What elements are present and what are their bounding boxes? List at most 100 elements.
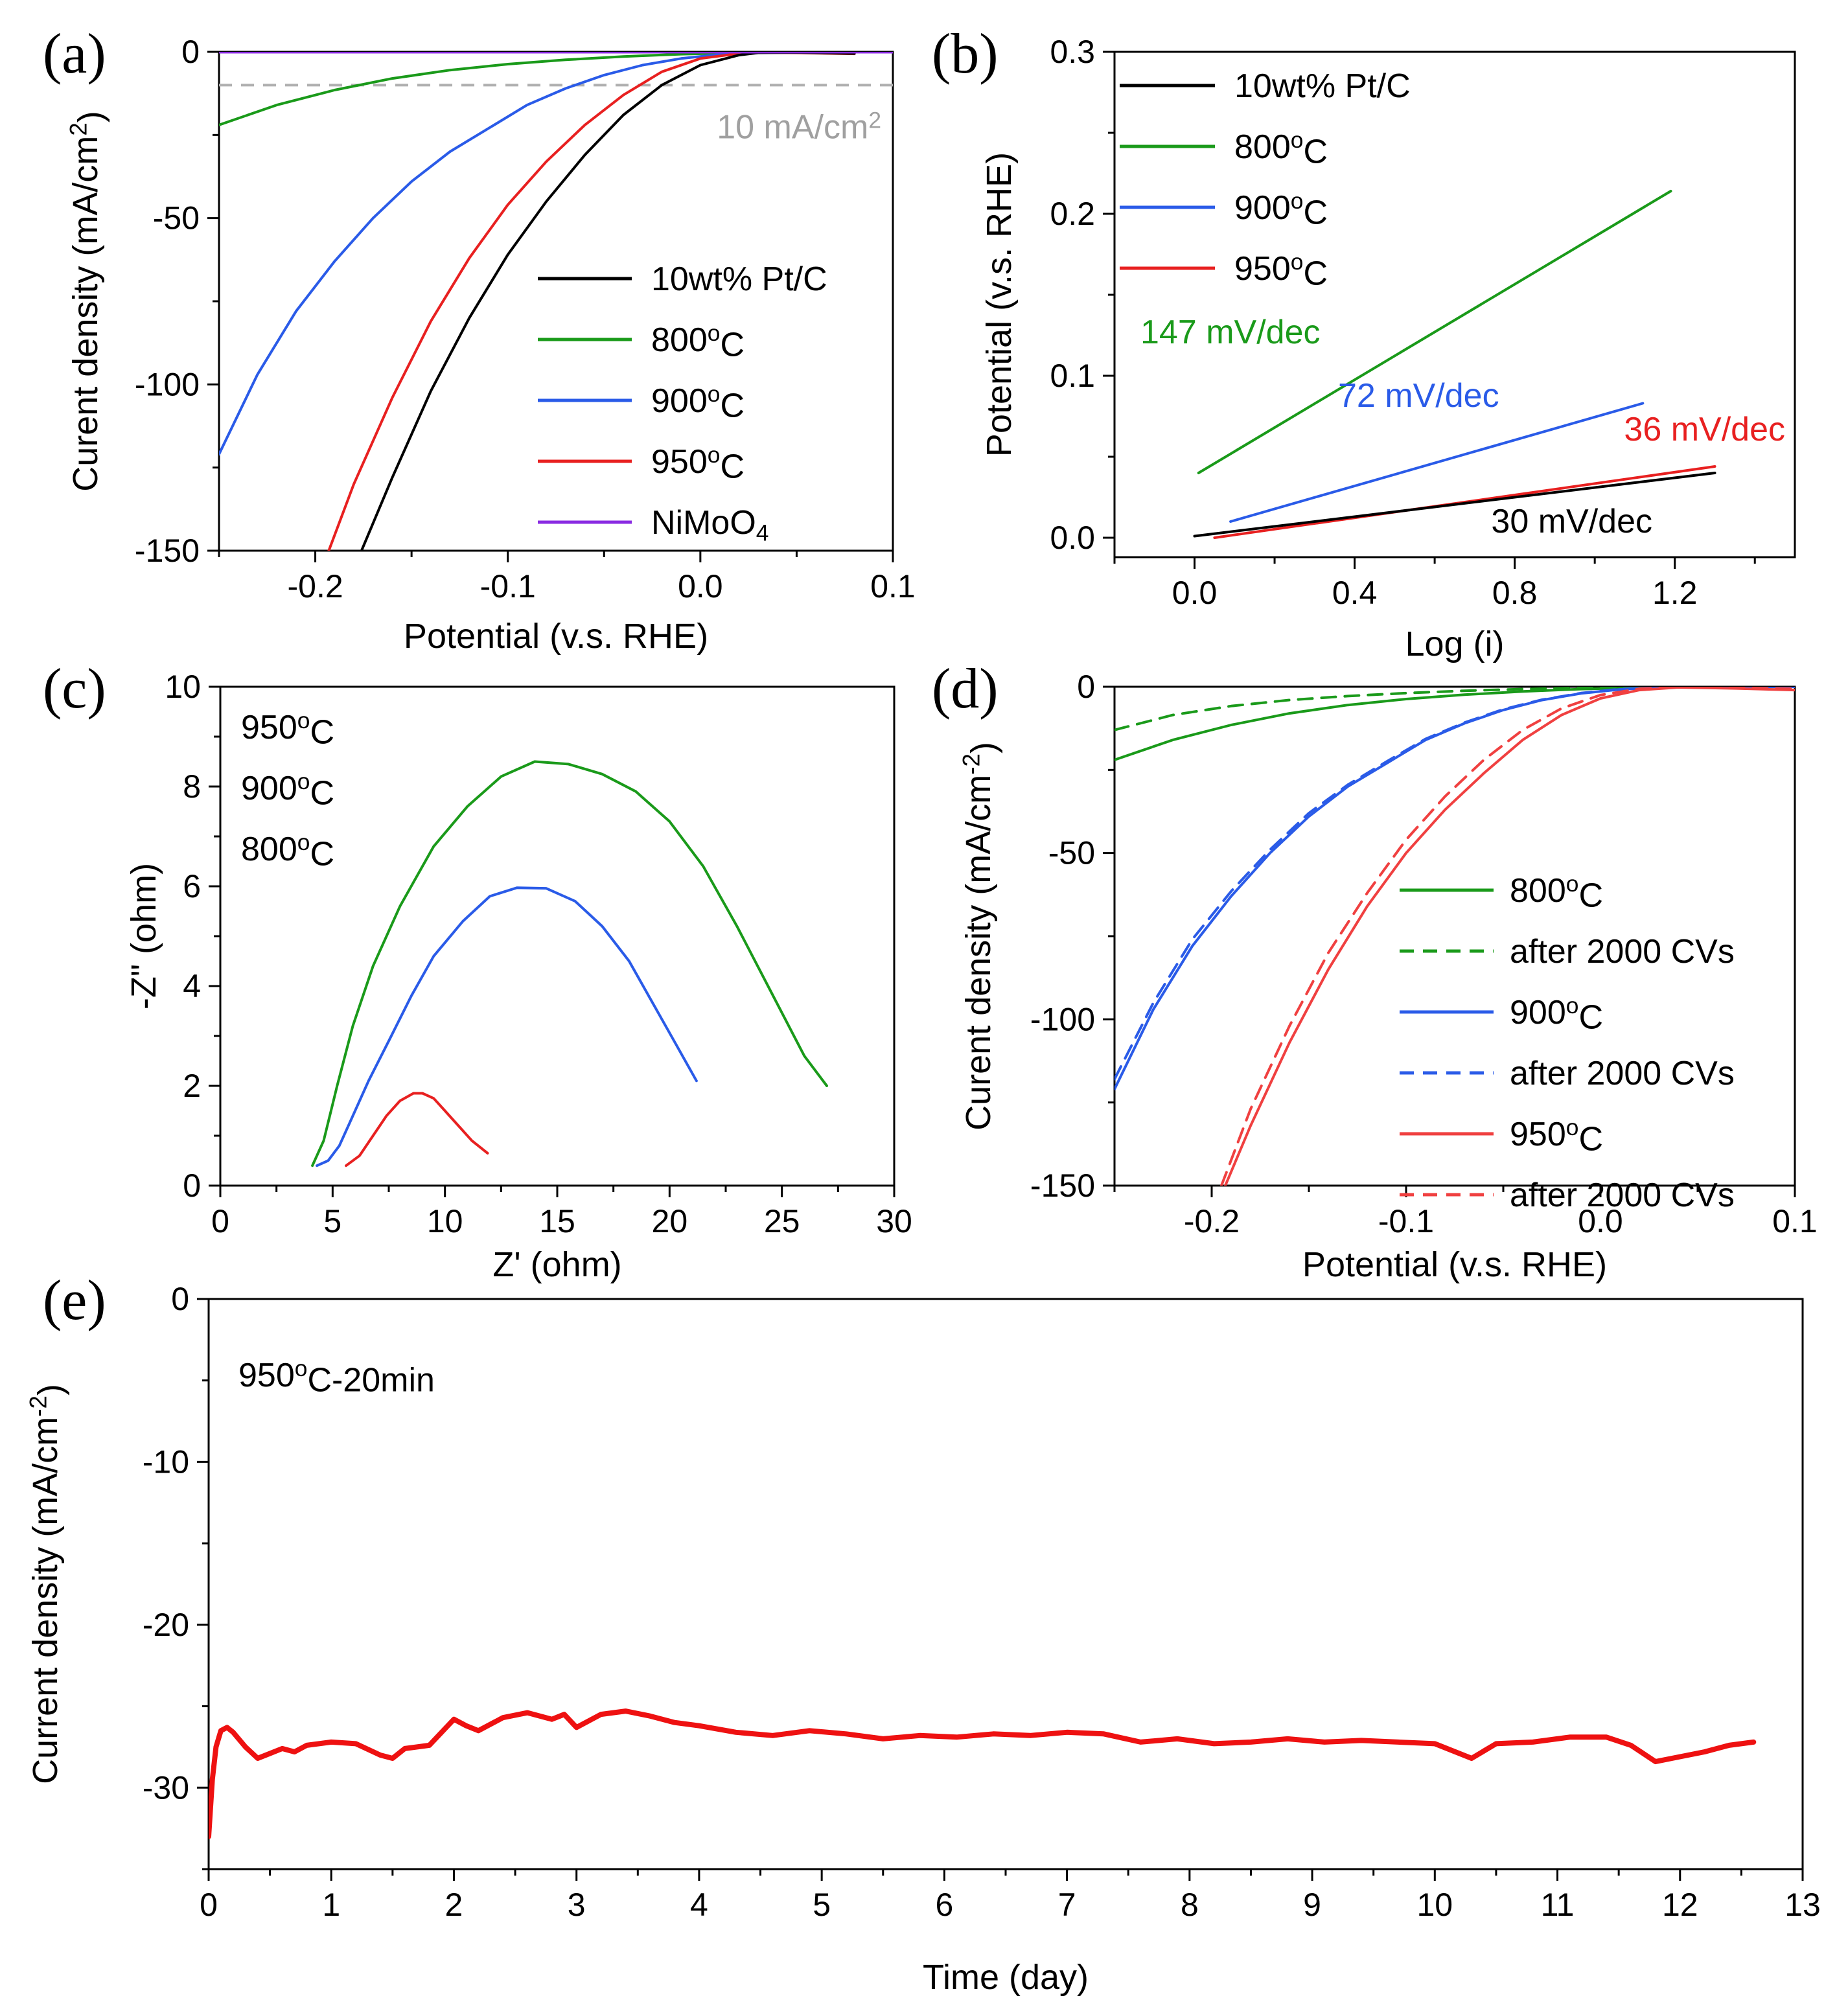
y-axis-label: Current density (mA/cm-2) xyxy=(25,1384,69,1784)
x-tick-label: 0 xyxy=(200,1887,218,1923)
x-axis-label: Time (day) xyxy=(923,1958,1089,1997)
x-tick-label: 0 xyxy=(211,1203,229,1239)
series-line-1 xyxy=(1115,687,1795,731)
y-tick-label: -100 xyxy=(135,366,200,402)
plot-frame xyxy=(207,1298,1804,1870)
y-tick-label: 8 xyxy=(183,768,201,805)
x-tick-label: -0.1 xyxy=(1378,1203,1434,1239)
x-tick-label: 10 xyxy=(427,1203,463,1239)
panel-label: (a) xyxy=(43,23,106,86)
legend-label: 10wt% Pt/C xyxy=(1234,67,1411,105)
x-tick-label: 4 xyxy=(690,1887,708,1923)
x-tick-label: 1.2 xyxy=(1652,575,1698,611)
x-tick-label: -0.2 xyxy=(287,568,343,604)
series-line-2 xyxy=(1229,402,1645,523)
x-tick-label: 0.0 xyxy=(1172,575,1218,611)
y-tick-label: 6 xyxy=(183,868,201,904)
slope-annotation: 36 mV/dec xyxy=(1624,411,1785,448)
plot-frame xyxy=(1113,51,1796,558)
series-line-1 xyxy=(1197,190,1672,474)
legend-label: 950oC xyxy=(651,442,745,485)
panel-label: (d) xyxy=(932,658,999,720)
x-tick-label: 30 xyxy=(876,1203,912,1239)
legend-label: 900oC xyxy=(651,382,745,424)
x-tick-label: 5 xyxy=(323,1203,341,1239)
series-line-5 xyxy=(1220,687,1795,1186)
x-tick-label: 0.1 xyxy=(870,568,916,604)
y-tick-label: 0 xyxy=(183,1167,201,1204)
slope-annotation: 147 mV/dec xyxy=(1140,314,1321,351)
x-tick-label: 15 xyxy=(539,1203,575,1239)
panel-title: 950oC-20min xyxy=(238,1356,435,1399)
panel-b: 0.0 0.4 0.8 1.2 0.0 0.1 0.2 0.3 Log (i) Potential… xyxy=(932,23,1796,663)
y-tick-label: -50 xyxy=(1048,835,1095,871)
x-tick-label: 13 xyxy=(1784,1887,1821,1923)
y-tick-label: 2 xyxy=(183,1068,201,1104)
x-axis-label: Log (i) xyxy=(1405,625,1504,663)
panel-d: -0.2 -0.1 0.0 0.1 0 -50 -100 -150 Potential (v.s… xyxy=(932,658,1818,1284)
x-tick-label: 25 xyxy=(764,1203,800,1239)
y-tick-label: -100 xyxy=(1030,1001,1095,1037)
series-line-0 xyxy=(345,1092,489,1167)
slope-annotation: 72 mV/dec xyxy=(1338,377,1499,415)
y-tick-label: -10 xyxy=(143,1443,189,1480)
y-tick-label: -150 xyxy=(1030,1167,1095,1204)
series-line-0 xyxy=(1115,687,1795,761)
x-tick-label: 5 xyxy=(813,1887,831,1923)
y-tick-label: 10 xyxy=(165,669,201,705)
y-tick-label: 0.3 xyxy=(1050,34,1095,70)
x-tick-label: 0.4 xyxy=(1332,575,1378,611)
legend-label: 900oC xyxy=(1510,993,1603,1036)
legend-label: after 2000 CVs xyxy=(1510,1055,1735,1092)
y-tick-label: 4 xyxy=(183,968,201,1004)
series-line-2 xyxy=(311,760,828,1167)
legend-label: 800oC xyxy=(1234,128,1328,170)
panel-a: -0.2 -0.1 0.0 0.1 0 -50 -100 -150 Potential (v.s… xyxy=(43,23,916,656)
y-tick-label: 0.2 xyxy=(1050,196,1095,232)
series-line-2 xyxy=(1115,687,1795,1091)
x-tick-label: 12 xyxy=(1662,1887,1698,1923)
panel-label: (b) xyxy=(932,23,999,86)
y-axis-label: Curent density (mA/cm2) xyxy=(65,111,110,492)
series-line-0 xyxy=(1193,472,1716,538)
x-tick-label: 20 xyxy=(652,1203,688,1239)
legend-label: 800oC xyxy=(1510,871,1603,914)
y-tick-label: 0.0 xyxy=(1050,520,1095,556)
x-tick-label: 1 xyxy=(322,1887,340,1923)
x-tick-label: 10 xyxy=(1416,1887,1453,1923)
x-tick-label: -0.2 xyxy=(1184,1203,1240,1239)
y-tick-label: -20 xyxy=(143,1607,189,1643)
y-axis-label: Potential (v.s. RHE) xyxy=(980,152,1019,457)
plot-frame xyxy=(219,685,895,1187)
legend-label: after 2000 CVs xyxy=(1510,933,1735,971)
panel-label: (c) xyxy=(43,658,106,720)
y-axis-label: -Z" (ohm) xyxy=(124,863,163,1009)
x-tick-label: 11 xyxy=(1541,1887,1575,1923)
x-tick-label: 0.8 xyxy=(1492,575,1538,611)
legend-label: 950oC xyxy=(241,708,334,751)
legend-label: 900oC xyxy=(1234,189,1328,231)
y-tick-label: 0 xyxy=(1077,669,1095,705)
y-tick-label: 0.1 xyxy=(1050,358,1095,394)
x-tick-label: 3 xyxy=(568,1887,586,1923)
legend-label: 900oC xyxy=(241,769,334,812)
series-line-3 xyxy=(1115,687,1795,1081)
y-tick-label: -30 xyxy=(143,1769,189,1806)
panel-c: 0 5 10 15 20 25 30 0 2 4 6 8 10 Z' (ohm) -Z" (ohm) (c) 9… xyxy=(43,658,912,1284)
y-tick-label: -50 xyxy=(153,200,200,236)
x-tick-label: 9 xyxy=(1303,1887,1321,1923)
x-tick-label: 7 xyxy=(1058,1887,1076,1923)
x-tick-label: -0.1 xyxy=(480,568,536,604)
legend-label: 800oC xyxy=(241,830,334,873)
series-line-1 xyxy=(316,886,698,1167)
legend-label: after 2000 CVs xyxy=(1510,1177,1735,1214)
x-axis-label: Z' (ohm) xyxy=(492,1245,621,1284)
x-tick-label: 8 xyxy=(1181,1887,1199,1923)
panel-label: (e) xyxy=(43,1269,106,1332)
y-tick-label: 0 xyxy=(171,1281,189,1317)
legend-label: 800oC xyxy=(651,321,745,363)
y-tick-label: 0 xyxy=(181,34,200,70)
x-tick-label: 0.0 xyxy=(678,568,723,604)
